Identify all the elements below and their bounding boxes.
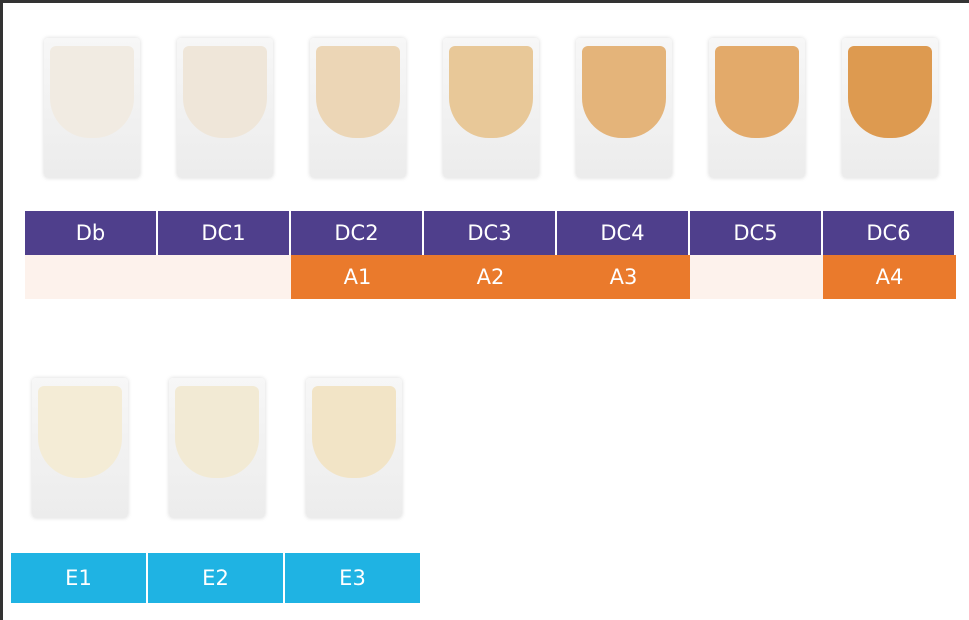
shade-label: E2	[148, 553, 285, 603]
shade-tab	[305, 378, 402, 518]
shade-tab	[708, 38, 805, 178]
shade-label: Db	[25, 211, 158, 255]
shade-tab	[442, 38, 539, 178]
empty-cell	[690, 255, 823, 299]
shade-sample	[714, 46, 799, 138]
shade-label: E1	[11, 553, 148, 603]
shade-sample	[847, 46, 932, 138]
shade-sample	[174, 386, 259, 478]
shade-tab	[575, 38, 672, 178]
shade-tab	[176, 38, 273, 178]
vita-label: A3	[557, 255, 690, 299]
shade-label: E3	[285, 553, 422, 603]
shade-tab	[31, 378, 128, 518]
shade-sample	[315, 46, 400, 138]
shade-sample	[311, 386, 396, 478]
shade-tab	[168, 378, 265, 518]
vita-label: A2	[424, 255, 557, 299]
shade-label: DC2	[291, 211, 424, 255]
empty-cell	[158, 255, 291, 299]
shade-label: DC4	[557, 211, 690, 255]
shade-sample	[49, 46, 134, 138]
shade-tab	[841, 38, 938, 178]
shade-label: DC6	[823, 211, 956, 255]
shade-label: DC5	[690, 211, 823, 255]
shade-sample	[581, 46, 666, 138]
shade-label: DC1	[158, 211, 291, 255]
shade-sample	[37, 386, 122, 478]
shade-sample	[448, 46, 533, 138]
vita-label: A1	[291, 255, 424, 299]
shade-sample	[182, 46, 267, 138]
vita-label: A4	[823, 255, 956, 299]
shade-tab	[309, 38, 406, 178]
empty-cell	[25, 255, 158, 299]
shade-tab	[43, 38, 140, 178]
shade-label: DC3	[424, 211, 557, 255]
